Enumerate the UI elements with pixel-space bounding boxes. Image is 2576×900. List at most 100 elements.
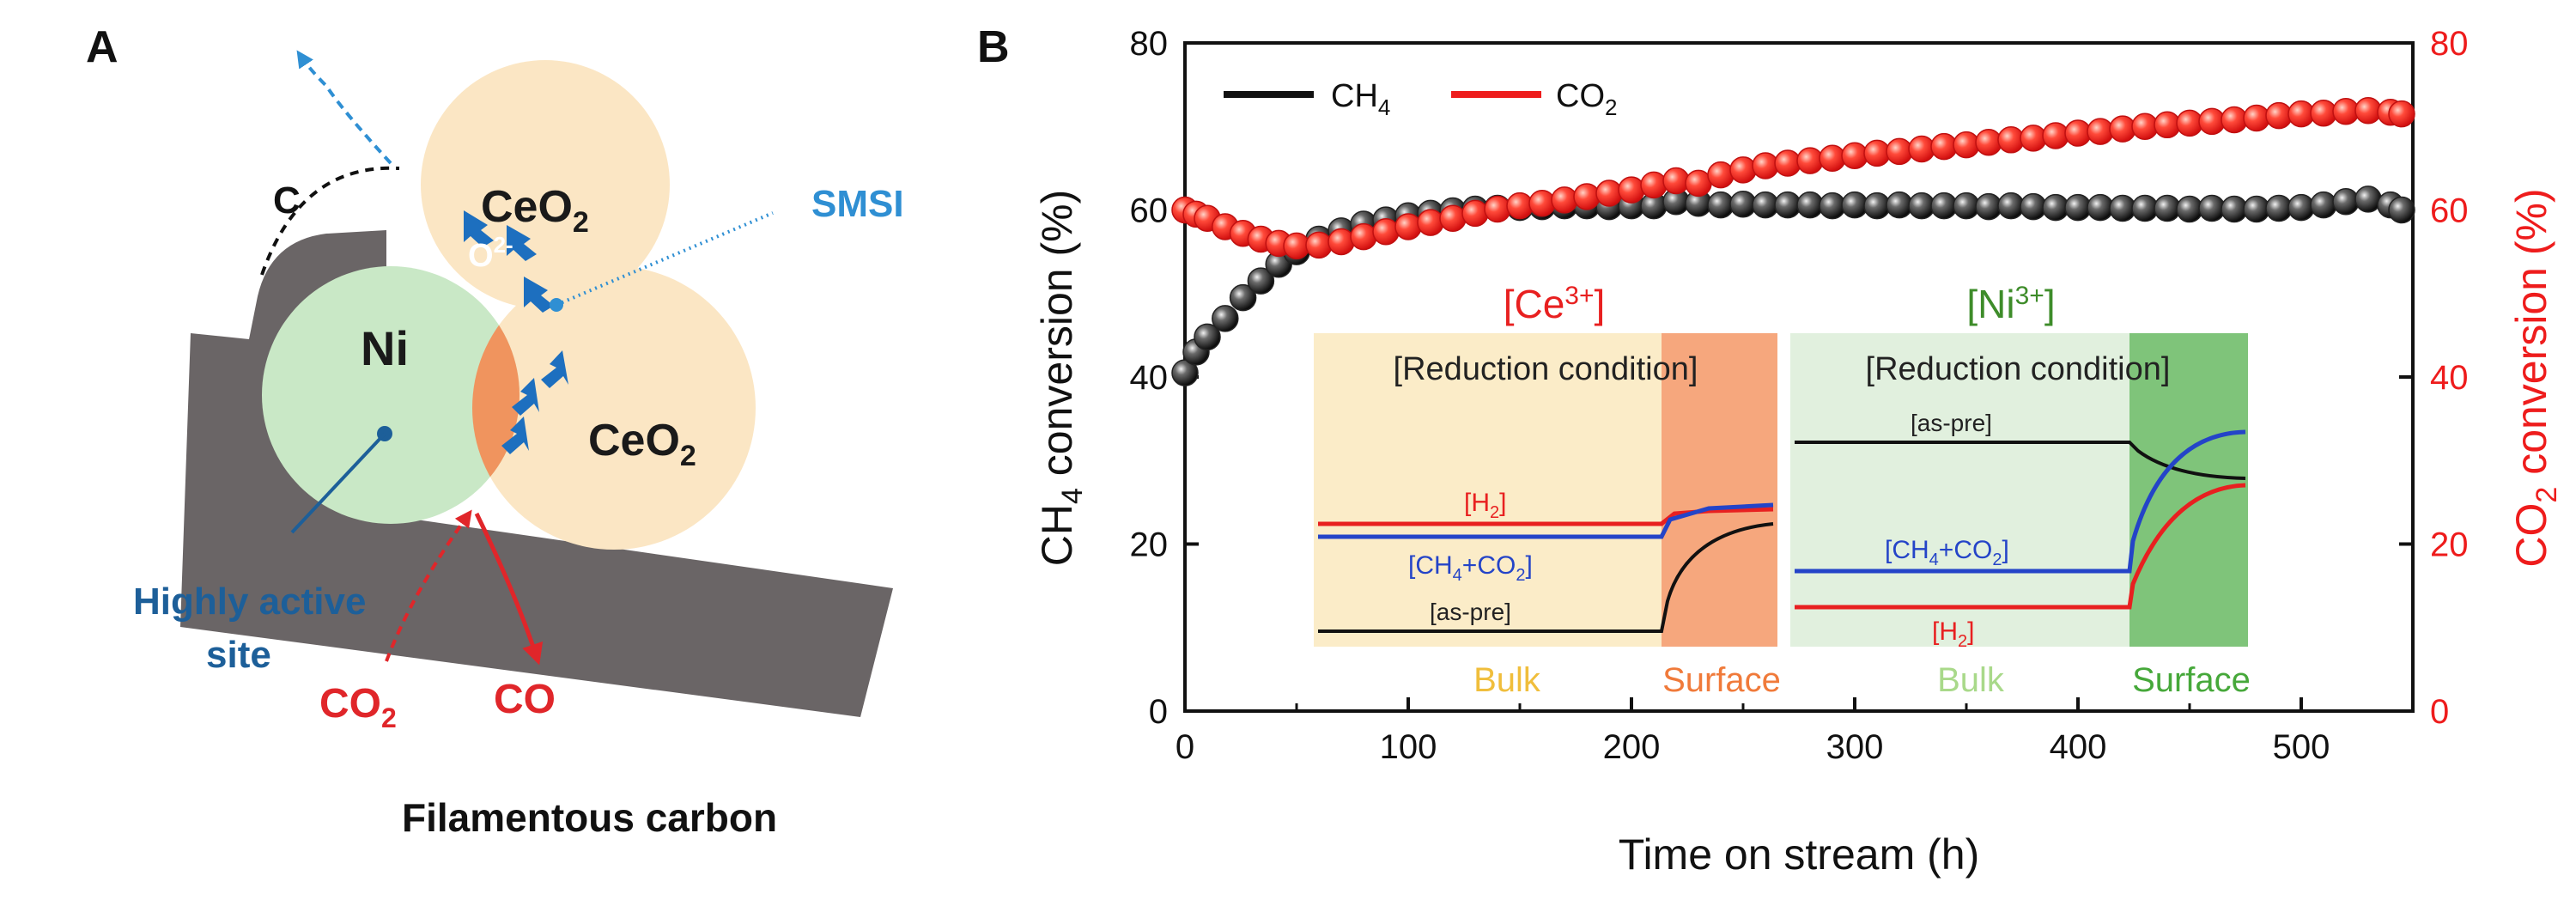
ch4-point	[1247, 267, 1275, 295]
arrow-icon	[512, 378, 539, 416]
ceo2-top-label: CeO2	[481, 182, 589, 239]
inset-ce3-h2-curve	[1318, 507, 1774, 526]
co2-point	[1640, 171, 1668, 199]
inset-ni3: [Ni3+] [Reduction condition] [as-pre] [C…	[1790, 282, 2251, 699]
inset-ni3-bulk-bg	[1790, 333, 2129, 647]
co-gas-label: CO	[494, 677, 556, 722]
series-co2	[1171, 97, 2415, 260]
active-site-label: Highly active site	[133, 581, 377, 676]
smsi-label: SMSI	[811, 183, 904, 225]
inset-ni3-ch4co2-label: [CH4+CO2]	[1885, 536, 2009, 569]
co2-point	[1573, 183, 1601, 210]
inset-ce3-ch4co2-label: [CH4+CO2]	[1408, 551, 1533, 585]
inset-ce3-bulk-bg	[1314, 333, 1662, 647]
co2-point	[1908, 135, 1935, 163]
ch4-point	[2310, 191, 2337, 219]
co2-point	[1975, 128, 2002, 156]
x-tick-label: 100	[1380, 728, 1437, 766]
y-tick-label-right: 40	[2430, 359, 2469, 397]
co2-point	[2020, 125, 2047, 152]
inset-ni3-ch4co2-curve	[1795, 429, 2246, 574]
co2-point	[1662, 167, 1690, 195]
ni-label: Ni	[361, 321, 409, 375]
panel-a-caption: Filamentous carbon	[402, 795, 777, 840]
y-tick-label-right: 0	[2430, 693, 2449, 731]
ch4-point	[1229, 283, 1257, 312]
ch4-point	[2287, 193, 2315, 222]
co2-point	[1528, 189, 1556, 217]
inset-ce3-aspre-label: [as-pre]	[1430, 599, 1511, 625]
co2-point	[1752, 152, 1779, 179]
inset-ni3-title: [Ni3+]	[1966, 282, 2055, 326]
legend-ch4-label: CH4	[1331, 78, 1390, 120]
x-tick-label: 0	[1176, 728, 1194, 766]
co2-point	[1819, 144, 1846, 172]
panel-a-label: A	[86, 22, 118, 72]
co2-point	[2109, 115, 2136, 143]
ch4-point	[1194, 323, 1221, 351]
y-tick-label-left: 60	[1130, 192, 1169, 230]
y-axis-right-label: CO2 conversion (%)	[2507, 188, 2563, 567]
co2-point	[1618, 176, 1645, 204]
co2-point	[1305, 231, 1333, 259]
panel-a: A CeO2 CeO2 Ni O2-	[86, 22, 904, 840]
ch4-point	[2354, 185, 2382, 213]
co2-point	[2388, 100, 2415, 128]
co2-point	[2042, 122, 2069, 149]
carbon-label: C	[273, 179, 301, 222]
arrow-icon	[524, 277, 554, 313]
co2-point	[1595, 179, 1623, 207]
ch4-point	[1171, 359, 1199, 386]
arrow-icon	[507, 225, 537, 261]
co2-point	[1796, 147, 1824, 174]
co2-point	[2243, 104, 2270, 132]
inset-ce3-condition: [Reduction condition]	[1394, 351, 1698, 387]
ni-particle	[262, 266, 519, 524]
inset-ni3-condition: [Reduction condition]	[1866, 351, 2171, 387]
ceo2-right-label: CeO2	[588, 416, 696, 472]
oxygen-migration-arrows	[464, 210, 568, 454]
inset-ni3-aspre-curve	[1795, 441, 2246, 480]
y-tick-label-left: 20	[1130, 526, 1169, 564]
co2-point	[1372, 218, 1400, 246]
co2-point	[1841, 142, 1868, 170]
co2-point	[1461, 199, 1489, 228]
co2-point	[1774, 149, 1801, 177]
oxygen-label: O2-	[468, 232, 513, 274]
inset-ni3-aspre-label: [as-pre]	[1911, 410, 1992, 436]
co2-point	[1707, 161, 1735, 189]
inset-ce3-surface-label: Surface	[1662, 661, 1781, 699]
y-tick-label-left: 40	[1130, 359, 1169, 397]
legend: CH4 CO2	[1224, 78, 1617, 120]
inset-ce3-ch4co2-curve	[1318, 502, 1774, 539]
co2-point	[1327, 228, 1355, 256]
inset-ni3-surface-bg	[2129, 333, 2248, 647]
y-axis-left-label: CH4 conversion (%)	[1033, 190, 1089, 566]
x-tick-label: 500	[2273, 728, 2330, 766]
inset-ni3-h2-curve	[1795, 483, 2246, 610]
x-tick-label: 400	[2050, 728, 2107, 766]
panel-b-label: B	[977, 22, 1010, 72]
ceo2-particle-right	[472, 266, 756, 550]
co2-point	[1350, 222, 1377, 251]
inset-ce3: [Ce3+] [Reduction condition] [H2] [CH4+C…	[1314, 282, 1781, 699]
arrow-icon	[501, 417, 529, 454]
co2-point	[1506, 192, 1534, 220]
co-out-arrow	[474, 512, 544, 666]
y-tick-label-left: 0	[1149, 693, 1168, 731]
y-tick-label-left: 80	[1130, 25, 1169, 63]
inset-ni3-bulk-label: Bulk	[1937, 661, 2005, 699]
co2-point	[1417, 209, 1444, 236]
legend-co2-label: CO2	[1556, 78, 1617, 120]
active-site-leader	[290, 432, 386, 534]
co2-point	[1484, 195, 1511, 223]
co2-point	[1394, 213, 1422, 240]
y-tick-label-right: 20	[2430, 526, 2469, 564]
co2-point	[1953, 131, 1980, 159]
inset-ce3-aspre-curve	[1318, 522, 1774, 633]
x-tick-label: 200	[1603, 728, 1661, 766]
y-tick-label-right: 60	[2430, 192, 2469, 230]
